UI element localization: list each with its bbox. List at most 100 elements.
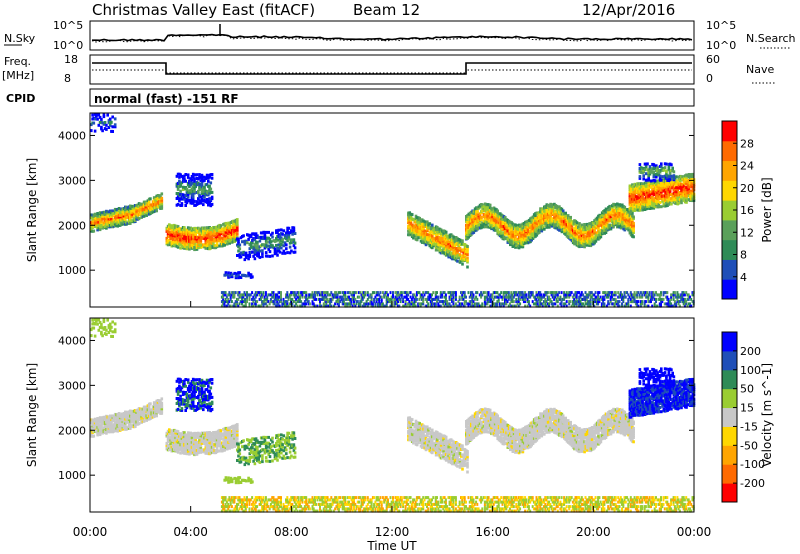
- power-cell: [636, 182, 639, 186]
- power-cell: [526, 225, 530, 229]
- power-cell: [277, 246, 281, 250]
- power-cell: [462, 291, 465, 295]
- power-cell: [519, 245, 522, 249]
- power-cell: [277, 295, 280, 299]
- power-cell: [108, 123, 112, 127]
- power-cell: [452, 302, 455, 306]
- power-cell: [278, 304, 281, 308]
- power-cell: [656, 166, 659, 170]
- power-cell: [199, 239, 203, 243]
- power-cell: [243, 242, 247, 246]
- power-cell: [672, 176, 676, 180]
- power-cell: [185, 187, 189, 191]
- power-cell: [417, 232, 420, 236]
- power-cell: [380, 304, 383, 308]
- power-cell: [621, 214, 624, 218]
- power-cell: [527, 291, 530, 295]
- power-cell: [184, 186, 187, 189]
- power-cell: [454, 297, 457, 301]
- power-cell: [492, 297, 495, 301]
- power-cell: [548, 297, 550, 301]
- power-cell: [488, 295, 491, 299]
- power-cell: [602, 217, 605, 221]
- power-cell: [286, 293, 289, 297]
- power-cell: [222, 295, 225, 299]
- power-cell: [266, 240, 269, 244]
- power-cell: [364, 291, 367, 295]
- power-cell: [369, 300, 372, 304]
- freq-panel: [89, 54, 695, 85]
- power-cell: [466, 302, 469, 306]
- power-cell: [473, 302, 476, 306]
- power-cell: [678, 192, 682, 196]
- power-cell: [205, 183, 209, 186]
- power-cell: [526, 227, 530, 231]
- power-cell: [121, 219, 125, 223]
- power-cell: [431, 300, 433, 304]
- power-cell: [462, 304, 465, 308]
- power-cell: [256, 300, 259, 304]
- power-cell: [475, 302, 478, 306]
- power-cell: [232, 293, 235, 297]
- power-cell: [363, 295, 366, 299]
- power-cell: [466, 248, 469, 252]
- power-cell: [369, 295, 372, 299]
- power-cell: [225, 304, 228, 308]
- power-cell: [359, 304, 362, 308]
- power-cell: [110, 221, 113, 225]
- power-cell: [446, 300, 449, 304]
- power-cell: [353, 295, 355, 299]
- power-cell: [585, 302, 588, 306]
- power-cell: [578, 295, 581, 299]
- power-cell: [263, 233, 267, 237]
- power-cell: [607, 210, 610, 214]
- power-cell: [276, 300, 279, 304]
- power-cell: [381, 302, 384, 306]
- power-cell: [555, 293, 558, 297]
- power-cell: [510, 300, 513, 304]
- power-cell: [551, 206, 555, 210]
- power-cell: [554, 295, 557, 299]
- power-cell: [413, 220, 416, 224]
- power-cell: [236, 302, 238, 306]
- power-cell: [444, 302, 447, 306]
- power-cell: [511, 297, 514, 301]
- power-cell: [594, 226, 598, 230]
- power-cell: [248, 297, 251, 301]
- power-cell: [200, 183, 204, 187]
- power-cell: [583, 297, 586, 301]
- power-cell: [194, 226, 197, 230]
- power-cell: [257, 252, 260, 256]
- power-cell: [322, 291, 325, 295]
- power-cell: [310, 293, 313, 297]
- power-cell: [432, 302, 435, 306]
- power-cell: [197, 197, 200, 201]
- power-cell: [564, 295, 567, 299]
- power-cell: [329, 300, 332, 304]
- power-cell: [324, 293, 327, 297]
- power-cell: [638, 197, 642, 201]
- power-cell: [361, 295, 364, 299]
- power-cell: [467, 291, 470, 295]
- power-cell: [658, 170, 662, 174]
- power-cell: [160, 204, 164, 208]
- power-cell: [165, 236, 169, 240]
- power-cell: [524, 222, 527, 226]
- power-cell: [418, 291, 421, 295]
- power-cell: [563, 212, 566, 216]
- power-cell: [297, 293, 300, 297]
- power-cell: [105, 219, 108, 223]
- power-cell: [246, 300, 248, 304]
- power-cell: [186, 173, 190, 177]
- power-cell: [105, 226, 108, 230]
- power-cell: [394, 291, 397, 295]
- power-cell: [575, 302, 578, 306]
- power-cell: [473, 304, 476, 308]
- power-cell: [254, 300, 257, 304]
- power-cell: [349, 291, 352, 295]
- power-cell: [441, 295, 444, 299]
- power-cell: [285, 300, 287, 304]
- power-cell: [470, 233, 473, 237]
- power-cell: [471, 304, 474, 308]
